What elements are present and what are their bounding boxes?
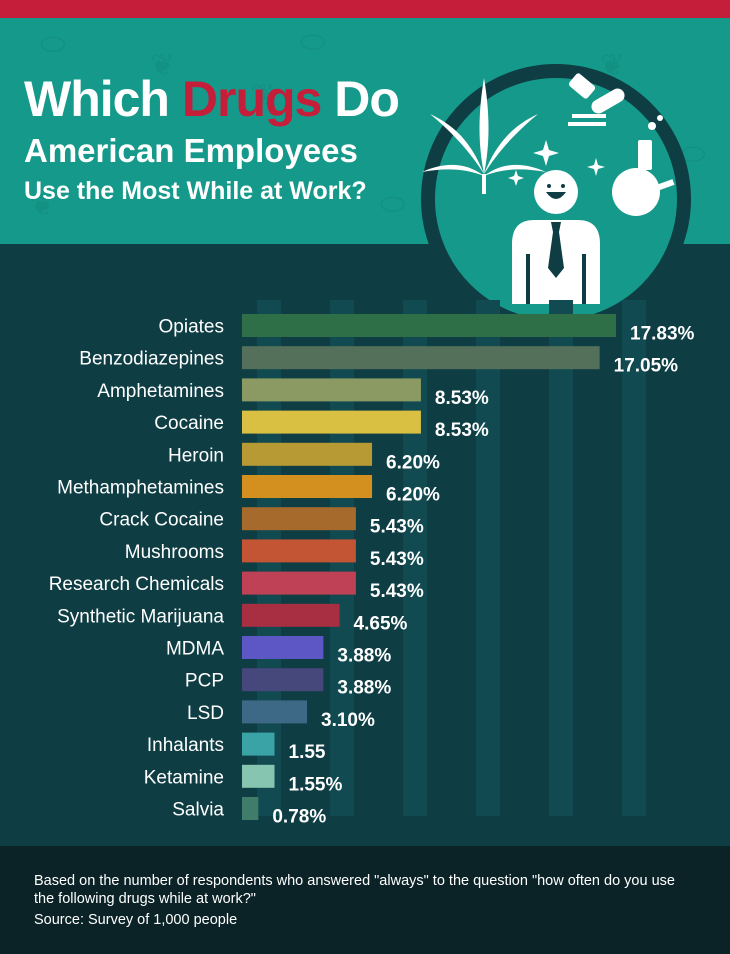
bar xyxy=(242,668,324,692)
value-label: 5.43% xyxy=(370,581,424,602)
category-label: Heroin xyxy=(168,445,224,466)
category-label: Crack Cocaine xyxy=(99,510,224,531)
page-title: Which Drugs Do xyxy=(24,70,400,128)
bar xyxy=(242,764,275,788)
bar xyxy=(242,797,259,820)
page-subtitle: Use the Most While at Work? xyxy=(24,177,367,205)
bar xyxy=(242,507,356,531)
category-label: Amphetamines xyxy=(97,381,224,402)
pill-icon: ⬭ xyxy=(40,28,66,61)
category-label: Methamphetamines xyxy=(57,478,224,499)
category-label: Synthetic Marijuana xyxy=(57,606,224,627)
value-label: 5.43% xyxy=(370,549,424,570)
category-label: Mushrooms xyxy=(125,542,224,563)
value-label: 17.05% xyxy=(614,356,679,377)
value-label: 4.65% xyxy=(354,613,408,634)
value-label: 1.55 xyxy=(289,742,326,763)
pill-icon: ⬭ xyxy=(380,188,406,221)
value-label: 8.53% xyxy=(435,388,489,409)
header-illustration xyxy=(421,64,691,334)
value-label: 0.78% xyxy=(272,807,326,828)
bar xyxy=(242,571,356,595)
leaf-icon: ❦ xyxy=(30,189,56,222)
value-label: 8.53% xyxy=(435,420,489,441)
title-word-do: Do xyxy=(334,71,400,127)
category-label: Cocaine xyxy=(154,413,224,434)
category-label: Research Chemicals xyxy=(49,574,224,595)
category-label: Inhalants xyxy=(147,735,224,756)
category-label: MDMA xyxy=(166,639,224,660)
bar xyxy=(242,700,308,724)
bar xyxy=(242,475,373,498)
grid-column xyxy=(622,300,646,816)
leaf-icon: ❦ xyxy=(150,49,176,82)
category-label: Salvia xyxy=(172,800,224,821)
pills-icon xyxy=(568,73,625,126)
category-label: Benzodiazepines xyxy=(79,349,224,370)
title-highlight-drugs: Drugs xyxy=(181,71,322,127)
page-title-line2: American Employees xyxy=(24,132,358,169)
value-label: 3.88% xyxy=(337,678,391,699)
bar xyxy=(242,410,421,434)
category-label: LSD xyxy=(187,703,224,724)
bar xyxy=(242,346,600,370)
flask-icon xyxy=(612,115,675,216)
category-label: Ketamine xyxy=(144,767,224,788)
bar-chart: Opiates 17.83% Benzodiazepines 17.05% Amphet… xyxy=(49,300,695,828)
title-word-which: Which xyxy=(24,71,170,127)
sparkle-icon xyxy=(508,140,605,186)
value-label: 6.20% xyxy=(386,452,440,473)
grid-column xyxy=(476,300,500,816)
value-label: 1.55% xyxy=(289,774,343,795)
footer: Based on the number of respondents who a… xyxy=(0,846,730,954)
bar xyxy=(242,442,373,466)
category-label: Opiates xyxy=(159,317,224,338)
bar xyxy=(242,314,616,337)
source-note: Source: Survey of 1,000 people xyxy=(34,912,238,928)
person-icon xyxy=(512,170,600,304)
pill-icon: ⬭ xyxy=(300,26,326,59)
top-stripe xyxy=(0,0,730,18)
category-label: PCP xyxy=(185,671,224,692)
value-label: 6.20% xyxy=(386,485,440,506)
value-label: 3.10% xyxy=(321,710,375,731)
bars: Opiates 17.83% Benzodiazepines 17.05% Amphet… xyxy=(49,314,695,828)
bar xyxy=(242,732,275,756)
bar xyxy=(242,636,324,659)
bar xyxy=(242,539,356,563)
bar xyxy=(242,603,340,627)
value-label: 5.43% xyxy=(370,517,424,538)
cannabis-leaf-icon xyxy=(422,78,546,194)
leaf-icon: ❦ xyxy=(250,79,276,112)
value-label: 17.83% xyxy=(630,324,695,345)
footnote: Based on the number of respondents who a… xyxy=(34,873,675,907)
grid-column xyxy=(549,300,573,816)
value-label: 3.88% xyxy=(337,646,391,667)
bar xyxy=(242,378,421,402)
